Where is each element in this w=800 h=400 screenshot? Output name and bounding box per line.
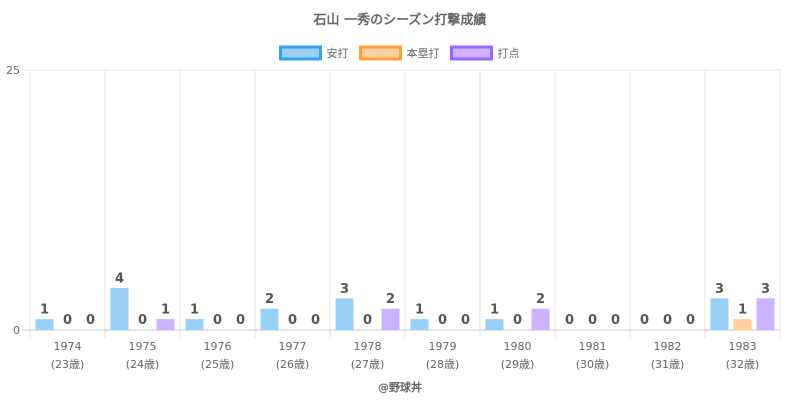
- x-tick-label: 1975: [129, 340, 157, 353]
- x-age-label: (30歳): [576, 358, 610, 371]
- data-label: 0: [311, 313, 320, 328]
- bar[interactable]: [381, 308, 400, 331]
- data-label: 0: [363, 313, 372, 328]
- x-age-label: (24歳): [126, 358, 160, 371]
- bar[interactable]: [710, 298, 729, 331]
- bar[interactable]: [185, 319, 204, 331]
- x-age-label: (27歳): [351, 358, 385, 371]
- bar[interactable]: [335, 298, 354, 331]
- data-label: 3: [715, 282, 724, 297]
- data-label: 1: [40, 303, 49, 318]
- x-tick-label: 1981: [579, 340, 607, 353]
- x-age-label: (31歳): [651, 358, 685, 371]
- x-age-label: (28歳): [426, 358, 460, 371]
- x-tick-label: 1979: [429, 340, 457, 353]
- x-axis: 1974 (23歳) 1975 (24歳) 1976 (25歳) 1977 (26歳) 1978…: [51, 340, 760, 371]
- bar[interactable]: [156, 319, 175, 331]
- data-label: 0: [565, 313, 574, 328]
- legend-swatch[interactable]: [359, 45, 402, 61]
- x-age-label: (23歳): [51, 358, 85, 371]
- x-tick-label: 1978: [354, 340, 382, 353]
- legend-label[interactable]: 安打: [327, 46, 349, 60]
- data-label: 1: [161, 303, 170, 318]
- data-label: 0: [213, 313, 222, 328]
- data-label: 0: [640, 313, 649, 328]
- bar[interactable]: [531, 308, 550, 331]
- bar[interactable]: [756, 298, 775, 331]
- legend-label[interactable]: 打点: [498, 46, 520, 60]
- bar[interactable]: [733, 319, 752, 331]
- data-label: 0: [86, 313, 95, 328]
- data-label: 0: [63, 313, 72, 328]
- bar[interactable]: [110, 287, 129, 331]
- data-label: 0: [513, 313, 522, 328]
- x-tick-label: 1976: [204, 340, 232, 353]
- data-label: 0: [236, 313, 245, 328]
- x-age-label: (26歳): [276, 358, 310, 371]
- data-label: 2: [386, 292, 395, 307]
- data-label: 0: [663, 313, 672, 328]
- grid-lines: [22, 69, 781, 338]
- y-axis: 0 25: [6, 64, 20, 337]
- x-age-label: (25歳): [201, 358, 235, 371]
- bar[interactable]: [35, 319, 54, 331]
- data-label: 2: [536, 292, 545, 307]
- y-tick-label: 25: [6, 64, 20, 77]
- x-age-label: (32歳): [726, 358, 760, 371]
- chart-title: 石山 一秀のシーズン打撃成績: [313, 12, 487, 28]
- y-tick-label: 0: [13, 324, 20, 337]
- x-tick-label: 1982: [654, 340, 682, 353]
- data-label: 1: [415, 303, 424, 318]
- data-label: 3: [761, 282, 770, 297]
- x-tick-label: 1974: [54, 340, 82, 353]
- x-tick-label: 1980: [504, 340, 532, 353]
- bar[interactable]: [485, 319, 504, 331]
- data-label: 3: [340, 282, 349, 297]
- data-label: 1: [190, 303, 199, 318]
- bars: [35, 287, 775, 331]
- legend: 安打 本塁打 打点: [279, 45, 520, 61]
- data-label: 1: [490, 303, 499, 318]
- data-label: 0: [611, 313, 620, 328]
- data-label: 0: [461, 313, 470, 328]
- legend-swatch[interactable]: [450, 45, 493, 61]
- legend-label[interactable]: 本塁打: [407, 46, 440, 60]
- data-label: 1: [738, 303, 747, 318]
- data-label: 0: [588, 313, 597, 328]
- data-label: 4: [115, 271, 124, 286]
- x-tick-label: 1983: [729, 340, 757, 353]
- legend-swatch[interactable]: [279, 45, 322, 61]
- data-label: 0: [686, 313, 695, 328]
- data-label: 2: [265, 292, 274, 307]
- footer-credit: @野球丼: [378, 380, 422, 394]
- bar[interactable]: [260, 308, 279, 331]
- data-label: 0: [138, 313, 147, 328]
- data-label: 0: [438, 313, 447, 328]
- x-age-label: (29歳): [501, 358, 535, 371]
- bar[interactable]: [410, 319, 429, 331]
- x-tick-label: 1977: [279, 340, 307, 353]
- data-label: 0: [288, 313, 297, 328]
